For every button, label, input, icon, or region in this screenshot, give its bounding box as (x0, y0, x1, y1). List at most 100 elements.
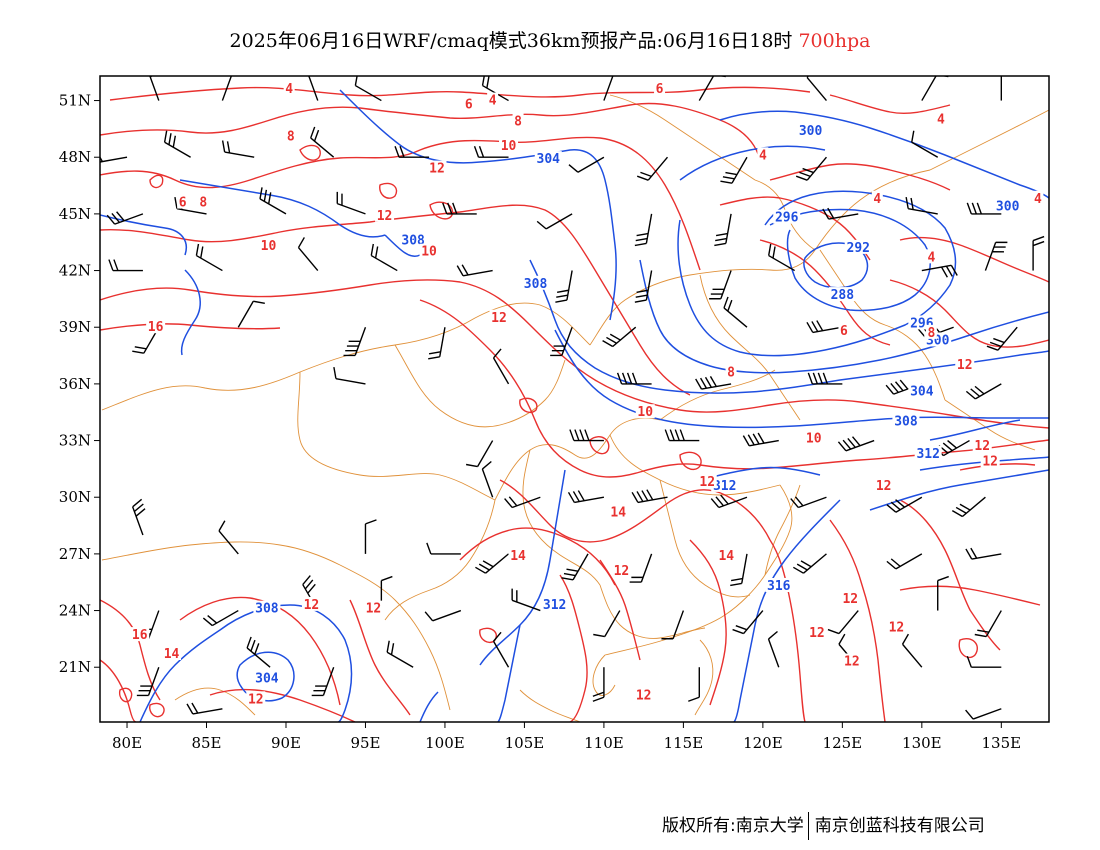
wind-barb (442, 202, 477, 215)
geopotential-label: 316 (767, 579, 791, 594)
temperature-label: 12 (957, 358, 973, 373)
boundary-lines (101, 94, 1049, 722)
temperature-label: 10 (261, 239, 277, 254)
temperature-label: 14 (610, 505, 626, 520)
wind-barb (714, 213, 732, 247)
temperature-label: 6 (840, 324, 848, 339)
lat-tick-label: 48N (59, 148, 91, 166)
wind-barb (629, 553, 653, 583)
wind-barb (555, 270, 573, 303)
latitude-axis: 51N 48N 45N 42N 39N 36N 33N 30N 27N 24N 21N (59, 92, 100, 676)
copyright-left: 版权所有:南京大学 (662, 816, 804, 836)
wind-barb (237, 300, 265, 328)
wind-barb (695, 376, 732, 390)
wind-barb (1000, 76, 1003, 101)
geopotential-label: 312 (713, 479, 736, 494)
lon-tick-label: 135E (982, 734, 1022, 752)
temperature-label: 14 (164, 647, 180, 662)
wind-barb (561, 553, 589, 581)
wind-barb (742, 432, 779, 447)
wind-barb (965, 383, 1002, 400)
wind-barb (603, 76, 614, 101)
lon-tick-label: 100E (425, 734, 465, 752)
temperature-label: 12 (699, 475, 715, 490)
wind-barb (297, 237, 319, 272)
wind-barb (163, 130, 191, 158)
wind-barb (767, 243, 796, 272)
wind-barb (246, 636, 271, 668)
wind-barb (592, 667, 605, 702)
wind-barb (790, 496, 827, 509)
wind-barb (792, 553, 827, 574)
temperature-label: 16 (132, 628, 148, 643)
wind-barb (723, 296, 748, 328)
wind-barb (806, 320, 843, 334)
wind-barb (1032, 235, 1045, 271)
temperature-label: 10 (637, 405, 653, 420)
wind-barb (386, 640, 414, 668)
wind-barb (901, 633, 923, 668)
wind-barb (354, 76, 382, 102)
wind-barb (767, 630, 780, 668)
temperature-label: 10 (806, 432, 822, 447)
wind-barb (364, 519, 377, 554)
temperature-label: 14 (718, 549, 734, 564)
temperature-label: 8 (727, 366, 735, 381)
lat-tick-label: 45N (59, 205, 91, 223)
lon-tick-label: 115E (664, 734, 704, 752)
lon-tick-label: 95E (350, 734, 380, 752)
wind-barb (106, 211, 144, 225)
wind-barb (664, 429, 700, 442)
wind-barb (593, 610, 621, 638)
wind-barb (343, 326, 367, 357)
temperature-label: 12 (842, 592, 858, 607)
temperature-label: 4 (927, 250, 935, 265)
wind-barb (911, 130, 939, 158)
temperature-label: 4 (285, 82, 293, 97)
wind-barb (661, 610, 685, 640)
wind-barb (921, 264, 958, 278)
geopotential-label: 300 (799, 124, 823, 139)
temperature-label: 4 (1034, 192, 1042, 207)
wind-barb (149, 76, 160, 101)
wind-barbs (100, 76, 1045, 720)
wind-barb (807, 372, 843, 385)
wind-barb (311, 666, 335, 697)
temperature-label: 12 (377, 209, 393, 224)
lon-tick-label: 125E (823, 734, 863, 752)
wind-barb (136, 666, 160, 697)
longitude-axis: 80E 85E 90E 95E 100E 105E 110E 115E 120E 125E 130E… (112, 722, 1021, 752)
geopotential-label: 300 (996, 199, 1020, 214)
wind-barb (732, 610, 764, 635)
wind-barb (481, 460, 494, 498)
temperature-label: 12 (636, 689, 652, 704)
temperature-label: 6 (656, 82, 664, 97)
wind-barb (475, 553, 509, 574)
chart-title: 2025年06月16日WRF/cmaq模式36km预报产品:06月16日18时 … (0, 26, 1100, 53)
copyright-footer: 版权所有:南京大学 南京创蓝科技有限公司 (662, 811, 985, 840)
lat-tick-label: 39N (59, 318, 91, 336)
wind-barb (616, 372, 652, 385)
temperature-label: 12 (876, 479, 892, 494)
wind-barb (886, 496, 923, 513)
wind-barb (536, 213, 573, 230)
geopotential-label: 304 (537, 152, 561, 167)
geopotential-label: 304 (910, 384, 934, 399)
temperature-label: 12 (809, 626, 825, 641)
geopotential-label: 292 (847, 241, 870, 256)
wind-barb (710, 494, 748, 509)
temperature-label: 8 (927, 326, 935, 341)
geopotential-labels: 3003042962922882963003043083083083123123… (253, 122, 1022, 687)
temperature-label: 12 (982, 454, 998, 469)
wind-barb (221, 140, 255, 158)
wind-barb (937, 575, 949, 611)
wind-barb (921, 76, 949, 101)
map-frame (99, 75, 1050, 723)
wind-barb (380, 575, 393, 611)
temperature-label: 12 (366, 602, 382, 617)
wind-barb (473, 145, 509, 158)
geopotential-label: 296 (775, 211, 799, 226)
temperature-label: 14 (510, 549, 526, 564)
